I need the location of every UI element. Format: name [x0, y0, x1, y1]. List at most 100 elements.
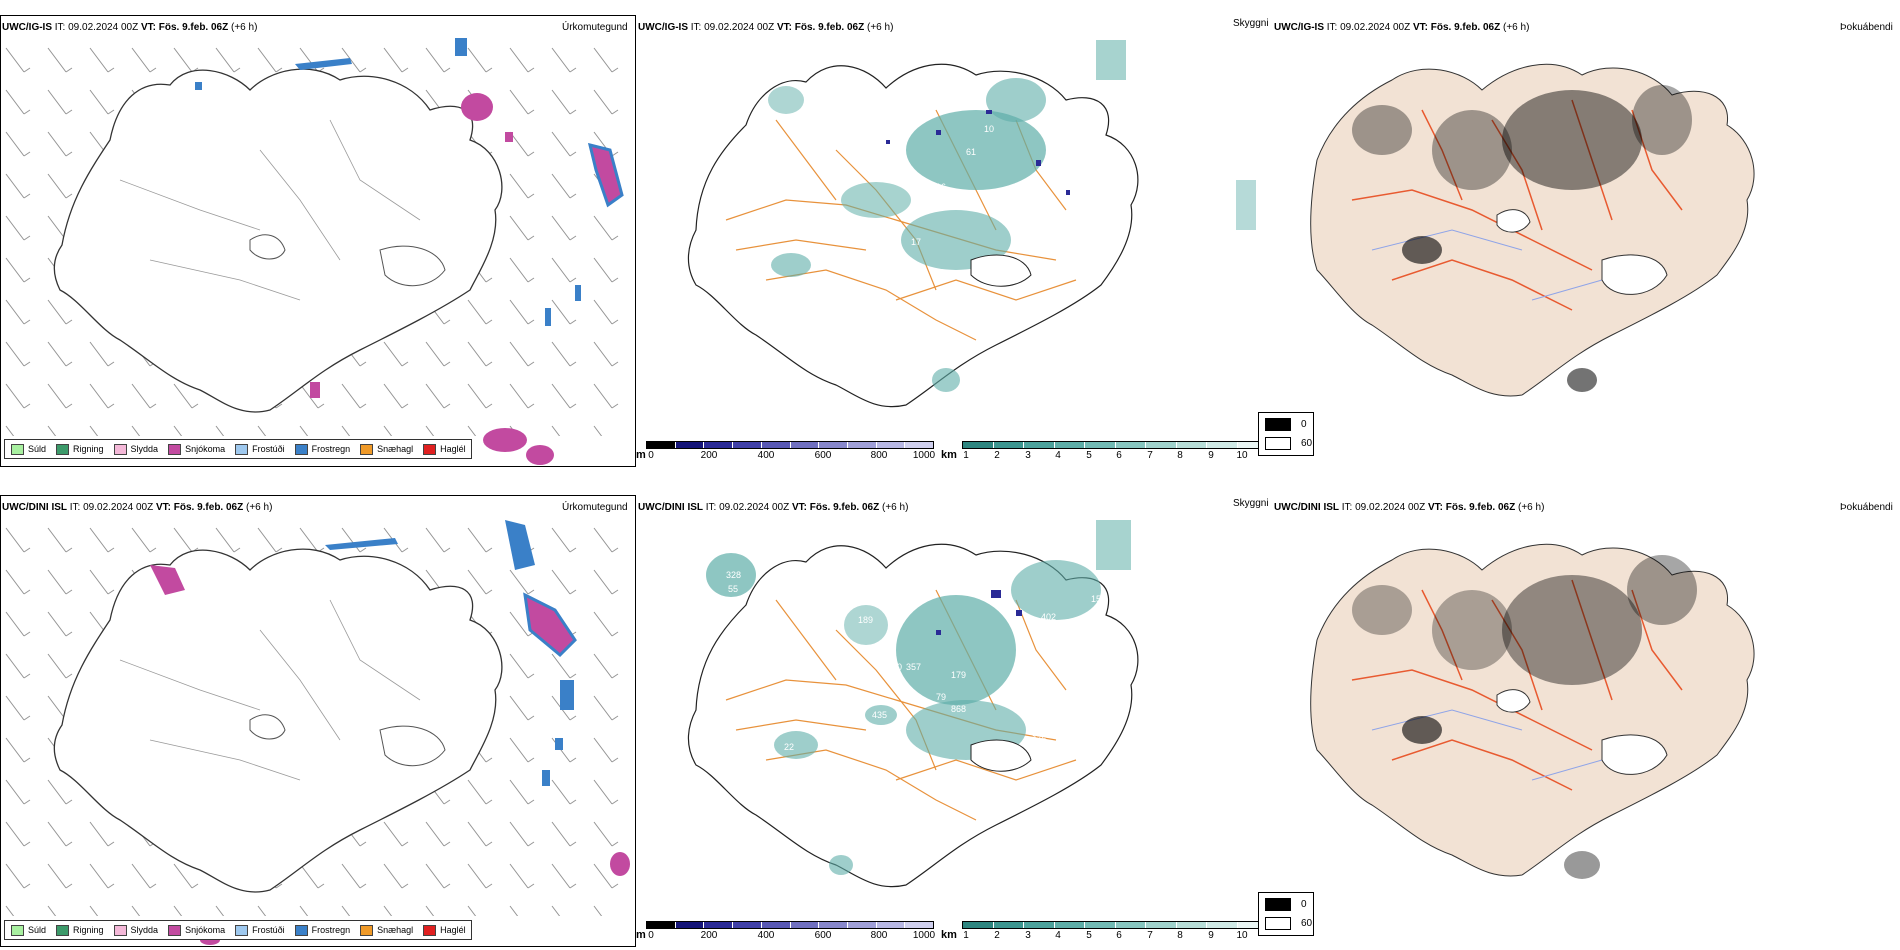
- tick-label: 800: [870, 930, 888, 941]
- tick-label: 3: [1025, 450, 1031, 461]
- tick-label: 4: [1055, 930, 1061, 941]
- issue-label: IT:: [705, 502, 717, 513]
- valid-label: VT:: [1427, 502, 1443, 513]
- legend-swatch: [168, 443, 182, 455]
- legend-item: Snjókoma: [168, 924, 226, 936]
- colorbar-cell: [761, 442, 791, 448]
- tick-label: 9: [1208, 930, 1214, 941]
- legend-label: Rigning: [73, 925, 104, 935]
- colorbar-cell: [1237, 442, 1267, 448]
- cloud-base-unit: m: [636, 449, 646, 461]
- legend-label: Súld: [28, 444, 47, 454]
- cloud-panel-1: UWC/DINI ISL IT: 09.02.2024 00Z VT: Fös.…: [636, 480, 1272, 948]
- panel-header: UWC/DINI ISL IT: 09.02.2024 00Z VT: Fös.…: [1274, 502, 1544, 514]
- colorbar-cell: [675, 922, 705, 928]
- legend-item: Snjókoma: [168, 443, 226, 455]
- visibility-ticks: 1 2 3 4 5 6 7 8 9 10: [962, 930, 1268, 942]
- tick-label: 6: [1116, 930, 1122, 941]
- colorbar-cell: [819, 922, 848, 928]
- colorbar-cell: [1024, 442, 1055, 448]
- fog-legend: 0 60: [1258, 412, 1314, 456]
- issue-label: IT:: [1326, 22, 1338, 33]
- valid-time: Fös. 9.feb. 06Z: [794, 22, 865, 33]
- issue-time: 09.02.2024 00Z: [704, 22, 775, 33]
- precip-legend: Súld Rigning Slydda Snjókoma Frostúði Fr…: [4, 920, 472, 940]
- colorbar-cell: [1237, 922, 1267, 928]
- precip-map: [1, 36, 635, 465]
- colorbar-cell: [819, 442, 848, 448]
- legend-label: Frostregn: [311, 444, 351, 454]
- visibility-unit: km: [941, 929, 957, 941]
- row-0: UWC/IG-IS IT: 09.02.2024 00Z VT: Fös. 9.…: [0, 0, 1900, 470]
- colorbar-cell: [876, 922, 906, 928]
- visibility-colorbar: [962, 921, 1268, 929]
- fog-legend-swatch: [1265, 437, 1291, 450]
- cloud-base-label: 61: [966, 147, 976, 157]
- cloud-base-label: 16: [936, 182, 946, 192]
- tick-label: 400: [757, 450, 775, 461]
- panel-title: Skyggni: [1233, 18, 1269, 29]
- legend-label: Slydda: [130, 925, 159, 935]
- legend-swatch: [423, 924, 437, 936]
- colorbar-cell: [963, 922, 994, 928]
- tick-label: 2: [994, 450, 1000, 461]
- cloud-base-label: 392: [1031, 731, 1046, 741]
- fog-legend-swatch: [1265, 418, 1291, 431]
- tick-label: 1000: [912, 450, 936, 461]
- model-name: UWC/DINI ISL: [1274, 502, 1339, 513]
- cloud-base-label: 17: [911, 237, 921, 247]
- colorbar-cell: [905, 922, 934, 928]
- valid-time: Fös. 9.feb. 06Z: [1430, 22, 1501, 33]
- legend-item: Slydda: [113, 924, 159, 936]
- cloud-base-label: 27: [886, 237, 896, 247]
- issue-time: 09.02.2024 00Z: [1355, 502, 1426, 513]
- legend-label: Rigning: [73, 444, 104, 454]
- colorbar-cell: [1146, 442, 1177, 448]
- iceland-outline: [53, 68, 503, 413]
- colorbar-cell: [993, 442, 1024, 448]
- legend-item: Rigning: [56, 443, 104, 455]
- colorbar-cell: [1115, 442, 1146, 448]
- legend-swatch: [168, 924, 182, 936]
- panel-title: Þokuábendi: [1840, 502, 1893, 513]
- cloud-base-label: 55: [728, 584, 738, 594]
- iceland-outline: [53, 548, 503, 893]
- model-name: UWC/IG-IS: [638, 22, 688, 33]
- visibility-ticks: 1 2 3 4 5 6 7 8 9 10: [962, 450, 1268, 462]
- legend-swatch: [294, 924, 308, 936]
- colorbar-cell: [1207, 922, 1238, 928]
- cloud-base-label: 189: [858, 615, 873, 625]
- legend-swatch: [235, 443, 249, 455]
- legend-swatch: [11, 443, 24, 455]
- legend-item: Frostregn: [294, 443, 351, 455]
- fog-legend: 0 60: [1258, 892, 1314, 936]
- legend-label: Snjókoma: [185, 925, 226, 935]
- issue-label: IT:: [69, 502, 81, 513]
- tick-label: 1: [963, 930, 969, 941]
- tick-label: 7: [1147, 930, 1153, 941]
- colorbar-cell: [1054, 442, 1085, 448]
- cloud-base-label: 37: [866, 374, 876, 384]
- colorbar-cell: [1146, 922, 1177, 928]
- fog-map: [1310, 63, 1755, 397]
- iceland-outline: [687, 543, 1139, 888]
- legend-label: Snjókoma: [185, 444, 226, 454]
- model-name: UWC/IG-IS: [2, 22, 52, 33]
- legend-label: Súld: [28, 925, 47, 935]
- model-name: UWC/IG-IS: [1274, 22, 1324, 33]
- colorbar-cell: [761, 922, 791, 928]
- colorbar-cell: [963, 442, 994, 448]
- colorbar-cell: [847, 922, 877, 928]
- tick-label: 1000: [912, 930, 936, 941]
- colorbar-cell: [647, 922, 676, 928]
- fog-legend-label: 0: [1301, 899, 1307, 910]
- legend-label: Frostúði: [252, 925, 285, 935]
- valid-time: Fös. 9.feb. 06Z: [173, 502, 244, 513]
- legend-swatch: [235, 924, 249, 936]
- colorbar-cell: [1024, 922, 1055, 928]
- lead-time: (+6 h): [882, 502, 909, 513]
- issue-time: 09.02.2024 00Z: [1340, 22, 1411, 33]
- fog-legend-item: 0: [1265, 418, 1307, 431]
- legend-item: Frostregn: [294, 924, 350, 936]
- colorbar-cell: [1054, 922, 1085, 928]
